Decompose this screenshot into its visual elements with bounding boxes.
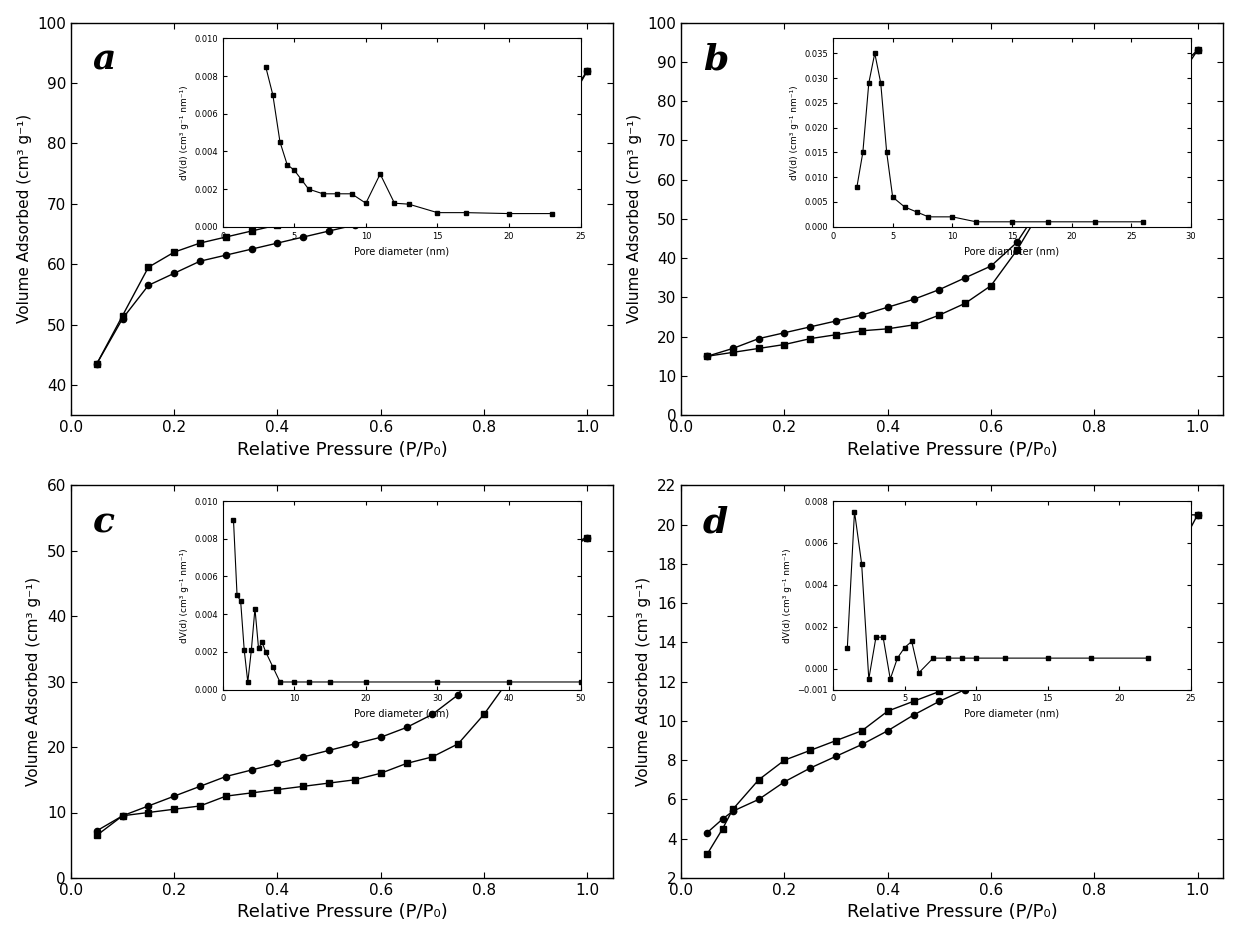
X-axis label: Relative Pressure (P/P₀): Relative Pressure (P/P₀) (237, 441, 448, 459)
Y-axis label: Volume Adsorbed (cm³ g⁻¹): Volume Adsorbed (cm³ g⁻¹) (636, 577, 651, 786)
Y-axis label: Volume Adsorbed (cm³ g⁻¹): Volume Adsorbed (cm³ g⁻¹) (627, 114, 642, 324)
Text: c: c (93, 505, 114, 539)
X-axis label: Relative Pressure (P/P₀): Relative Pressure (P/P₀) (847, 903, 1058, 921)
Text: d: d (703, 505, 728, 539)
Text: a: a (93, 42, 117, 76)
X-axis label: Relative Pressure (P/P₀): Relative Pressure (P/P₀) (847, 441, 1058, 459)
Text: b: b (703, 42, 728, 76)
Y-axis label: Volume Adsorbed (cm³ g⁻¹): Volume Adsorbed (cm³ g⁻¹) (16, 114, 32, 324)
Y-axis label: Volume Adsorbed (cm³ g⁻¹): Volume Adsorbed (cm³ g⁻¹) (26, 577, 41, 786)
X-axis label: Relative Pressure (P/P₀): Relative Pressure (P/P₀) (237, 903, 448, 921)
